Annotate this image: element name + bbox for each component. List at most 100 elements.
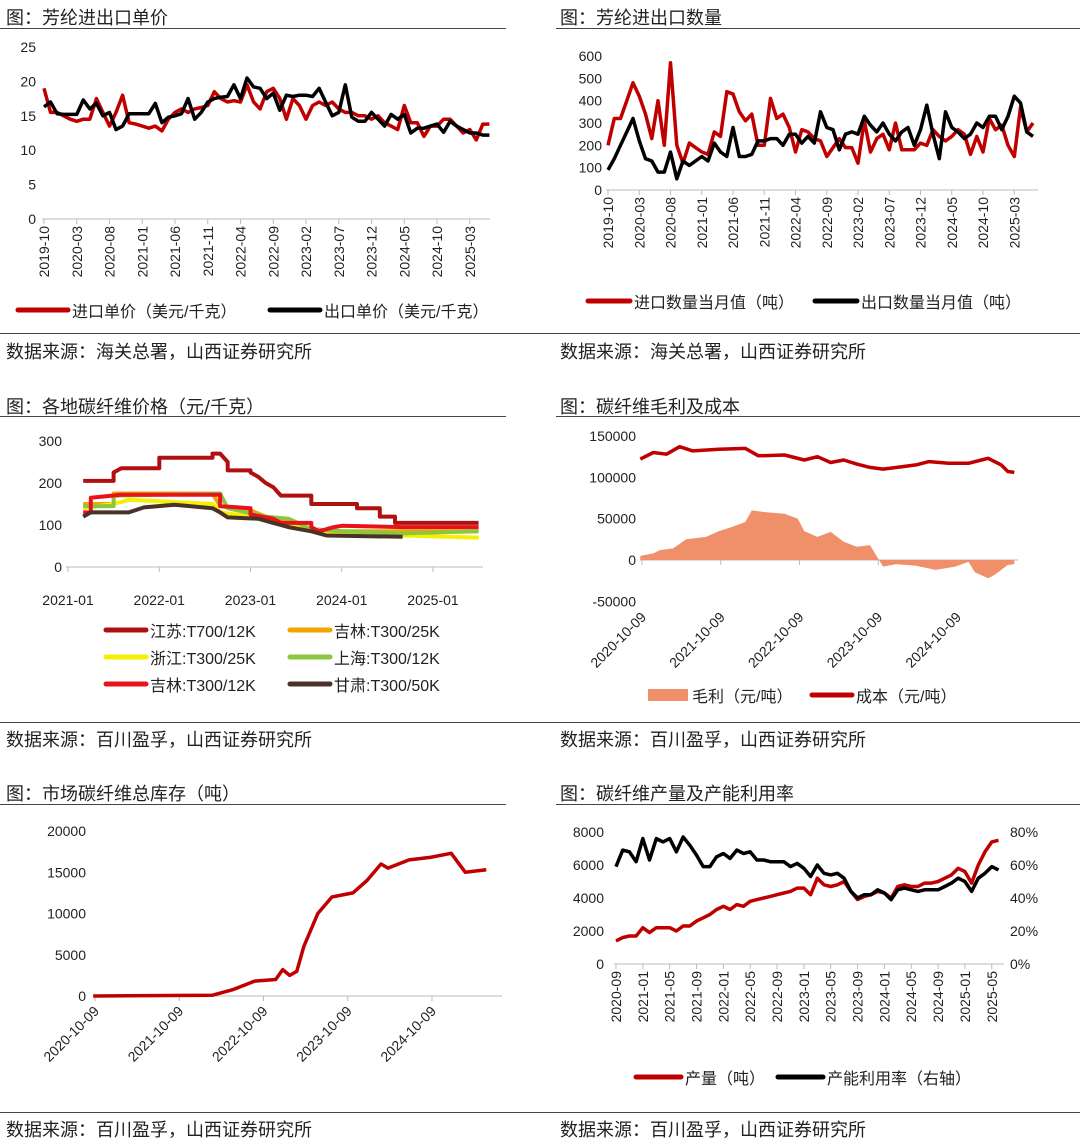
chart-5: 0 2000 4000 6000 8000 0% 20% 40% 60% 80% 2020-09 20… bbox=[573, 824, 1038, 1088]
x-tick-label: 2022-01 bbox=[715, 971, 731, 1023]
legend-label: 进口单价（美元/千克） bbox=[72, 303, 236, 321]
x-tick-label: 2024-10 bbox=[429, 226, 445, 278]
x-tick-label: 2024-05 bbox=[903, 971, 919, 1023]
series-line-0 bbox=[83, 451, 479, 525]
x-tick-label: 2020-03 bbox=[631, 197, 647, 249]
y-tick-label: 10 bbox=[20, 142, 36, 158]
x-tick-label: 2022-09 bbox=[819, 197, 835, 249]
x-tick-label: 2024-01 bbox=[876, 971, 892, 1023]
x-tick-label: 2025-03 bbox=[462, 226, 478, 278]
source-note: 数据来源：海关总署，山西证券研究所 bbox=[560, 342, 866, 363]
title-rule bbox=[0, 416, 506, 417]
title-rule bbox=[556, 416, 1080, 417]
series-line-0 bbox=[93, 851, 487, 998]
x-tick-label: 2019-10 bbox=[36, 226, 52, 278]
y-tick-label: 0 bbox=[596, 956, 604, 972]
source-rule bbox=[0, 722, 1080, 723]
x-tick-label: 2023-12 bbox=[364, 226, 380, 278]
x-tick-label: 2024-10-09 bbox=[377, 1003, 439, 1065]
series-line-1 bbox=[639, 444, 1015, 475]
title-rule bbox=[0, 804, 506, 805]
chart-2: 0 100 200 300 2021-01 2022-01 2023-01 2024-01 20… bbox=[39, 433, 483, 695]
x-tick-label: 2024-01 bbox=[316, 592, 368, 608]
legend-label: 毛利（元/吨） bbox=[692, 688, 792, 706]
title-rule bbox=[556, 804, 1080, 805]
legend-label: 产量（吨） bbox=[685, 1070, 765, 1088]
y-tick-label: 5000 bbox=[55, 947, 86, 963]
y-tick-label: 300 bbox=[39, 433, 63, 449]
y-tick-label: 0 bbox=[54, 559, 62, 575]
y-tick-label: 5 bbox=[28, 177, 36, 193]
series-line-1 bbox=[42, 76, 490, 137]
x-tick-label: 2021-10-09 bbox=[666, 609, 728, 671]
y-tick-label: -50000 bbox=[592, 593, 636, 609]
y-tick-label: 500 bbox=[579, 70, 603, 86]
chart-4: 0 5000 10000 15000 20000 2020-10-09 2021-10-09… bbox=[40, 823, 502, 1065]
legend-label: 成本（元/吨） bbox=[856, 688, 956, 706]
legend-label: 甘肃:T300/50K bbox=[334, 677, 440, 695]
source-note: 数据来源：百川盈孚，山西证券研究所 bbox=[560, 730, 866, 751]
legend-label: 进口数量当月值（吨） bbox=[634, 294, 794, 312]
y-tick-label: 0 bbox=[78, 988, 86, 1004]
x-tick-label: 2021-05 bbox=[662, 971, 678, 1023]
legend-label: 江苏:T700/12K bbox=[150, 623, 256, 641]
y-tick-label: 4000 bbox=[573, 890, 604, 906]
x-tick-label: 2020-08 bbox=[102, 226, 118, 278]
y-tick-label: 150000 bbox=[589, 428, 636, 444]
chart-title-cf-margin-cost: 图：碳纤维毛利及成本 bbox=[560, 397, 740, 418]
x-tick-label: 2020-03 bbox=[69, 226, 85, 278]
source-note: 数据来源：百川盈孚，山西证券研究所 bbox=[6, 730, 312, 751]
series-line-0 bbox=[615, 838, 999, 943]
x-tick-label: 2020-08 bbox=[663, 197, 679, 249]
x-tick-label: 2023-01 bbox=[225, 592, 277, 608]
y-tick-label: 25 bbox=[20, 39, 36, 55]
x-tick-label: 2025-05 bbox=[984, 971, 1000, 1023]
x-tick-label: 2022-04 bbox=[233, 226, 249, 278]
y-tick-label: 15000 bbox=[47, 864, 86, 880]
y-tick-label: 6000 bbox=[573, 857, 604, 873]
x-tick-label: 2022-05 bbox=[742, 971, 758, 1023]
y-tick-label: 8000 bbox=[573, 824, 604, 840]
legend-label: 吉林:T300/25K bbox=[334, 623, 440, 641]
y2-tick-label: 20% bbox=[1010, 923, 1038, 939]
title-rule bbox=[0, 28, 506, 29]
y-tick-label: 20000 bbox=[47, 823, 86, 839]
chart-1: 0 100 200 300 400 500 600 2019-10 2020-03 2020-08… bbox=[579, 48, 1038, 312]
chart-title-aramid-volume: 图：芳纶进出口数量 bbox=[560, 8, 722, 29]
title-rule bbox=[556, 28, 1080, 29]
series-line-0 bbox=[606, 60, 1035, 165]
chart-3: -50000 0 50000 100000 150000 2020-10-09 2021-1… bbox=[587, 428, 1018, 706]
x-tick-label: 2022-04 bbox=[788, 197, 804, 249]
source-rule bbox=[0, 1112, 1080, 1113]
series-line-1 bbox=[614, 835, 1000, 902]
x-tick-label: 2021-11 bbox=[756, 197, 772, 248]
x-tick-label: 2023-09 bbox=[850, 971, 866, 1023]
x-tick-label: 2021-06 bbox=[725, 197, 741, 249]
x-tick-label: 2021-01 bbox=[42, 592, 94, 608]
x-tick-label: 2023-07 bbox=[881, 197, 897, 249]
x-tick-label: 2024-05 bbox=[396, 226, 412, 278]
legend-swatch bbox=[648, 689, 688, 701]
series-line-1 bbox=[606, 94, 1035, 181]
x-tick-label: 2021-10-09 bbox=[124, 1003, 186, 1065]
legend-label: 上海:T300/12K bbox=[334, 650, 440, 668]
x-tick-label: 2021-09 bbox=[689, 971, 705, 1023]
series-line-5 bbox=[82, 502, 403, 539]
chart-title-cf-output-utilization: 图：碳纤维产量及产能利用率 bbox=[560, 784, 794, 805]
legend-label: 出口数量当月值（吨） bbox=[861, 294, 1021, 312]
x-tick-label: 2021-01 bbox=[694, 197, 710, 249]
y-tick-label: 200 bbox=[39, 475, 63, 491]
y-tick-label: 2000 bbox=[573, 923, 604, 939]
x-tick-label: 2023-07 bbox=[331, 226, 347, 278]
series-line-4 bbox=[83, 492, 479, 534]
y2-tick-label: 40% bbox=[1010, 890, 1038, 906]
x-tick-label: 2022-01 bbox=[134, 592, 186, 608]
series-area-0 bbox=[640, 510, 1015, 579]
x-tick-label: 2022-09 bbox=[769, 971, 785, 1023]
x-tick-label: 2021-06 bbox=[167, 226, 183, 278]
series-line-0 bbox=[42, 83, 490, 142]
y2-tick-label: 80% bbox=[1010, 824, 1038, 840]
y-tick-label: 200 bbox=[579, 137, 603, 153]
y2-tick-label: 60% bbox=[1010, 857, 1038, 873]
y-tick-label: 100 bbox=[579, 160, 603, 176]
